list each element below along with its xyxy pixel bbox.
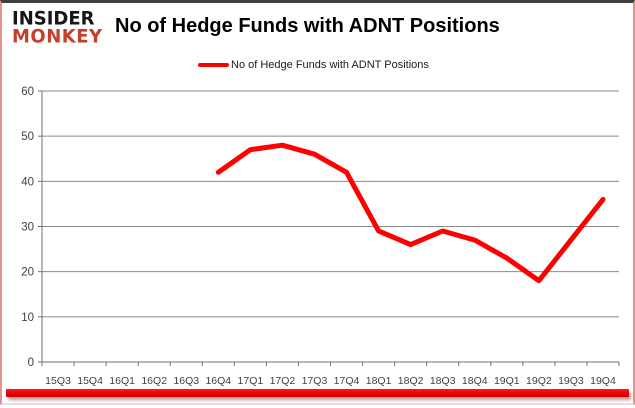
bottom-red-bar bbox=[6, 389, 629, 397]
x-axis-label: 16Q1 bbox=[109, 375, 135, 387]
insider-monkey-logo: INSIDER MONKEY bbox=[12, 7, 103, 48]
x-axis-label: 19Q1 bbox=[494, 375, 520, 387]
y-axis-label: 40 bbox=[21, 176, 34, 188]
y-axis-label: 10 bbox=[21, 312, 34, 324]
y-axis-label: 20 bbox=[21, 267, 34, 279]
x-axis-label: 17Q3 bbox=[302, 375, 328, 387]
y-axis-label: 30 bbox=[21, 222, 34, 234]
y-axis-label: 60 bbox=[21, 86, 34, 98]
x-axis-label: 18Q1 bbox=[366, 375, 392, 387]
x-axis-label: 16Q4 bbox=[205, 375, 231, 387]
x-axis-label: 16Q3 bbox=[173, 375, 199, 387]
logo-line-insider: INSIDER bbox=[12, 7, 95, 30]
legend-label: No of Hedge Funds with ADNT Positions bbox=[231, 59, 429, 71]
x-axis-label: 18Q4 bbox=[462, 375, 488, 387]
x-axis-label: 16Q2 bbox=[141, 375, 167, 387]
data-line bbox=[215, 142, 606, 284]
x-axis-label: 15Q4 bbox=[77, 375, 103, 387]
x-axis-label: 19Q3 bbox=[558, 375, 584, 387]
x-axis-label: 19Q4 bbox=[590, 375, 616, 387]
legend-line-swatch bbox=[198, 63, 229, 67]
legend: No of Hedge Funds with ADNT Positions bbox=[198, 59, 429, 71]
x-axis-label: 18Q2 bbox=[398, 375, 424, 387]
x-axis-label: 15Q3 bbox=[45, 375, 71, 387]
chart-title: No of Hedge Funds with ADNT Positions bbox=[115, 15, 500, 37]
x-axis-label: 17Q1 bbox=[238, 375, 264, 387]
x-axis-label: 19Q2 bbox=[526, 375, 552, 387]
y-axis-label: 0 bbox=[28, 357, 34, 369]
x-axis-label: 18Q3 bbox=[430, 375, 456, 387]
y-axis-label: 50 bbox=[21, 131, 34, 143]
x-axis-label: 17Q4 bbox=[334, 375, 360, 387]
line-chart-plot: 0 10 20 30 40 50 60 15Q3 15Q4 16Q1 16Q2 16Q3 16Q4 17Q… bbox=[21, 86, 620, 387]
logo-line-monkey: MONKEY bbox=[12, 25, 103, 48]
x-axis-label: 17Q2 bbox=[270, 375, 296, 387]
